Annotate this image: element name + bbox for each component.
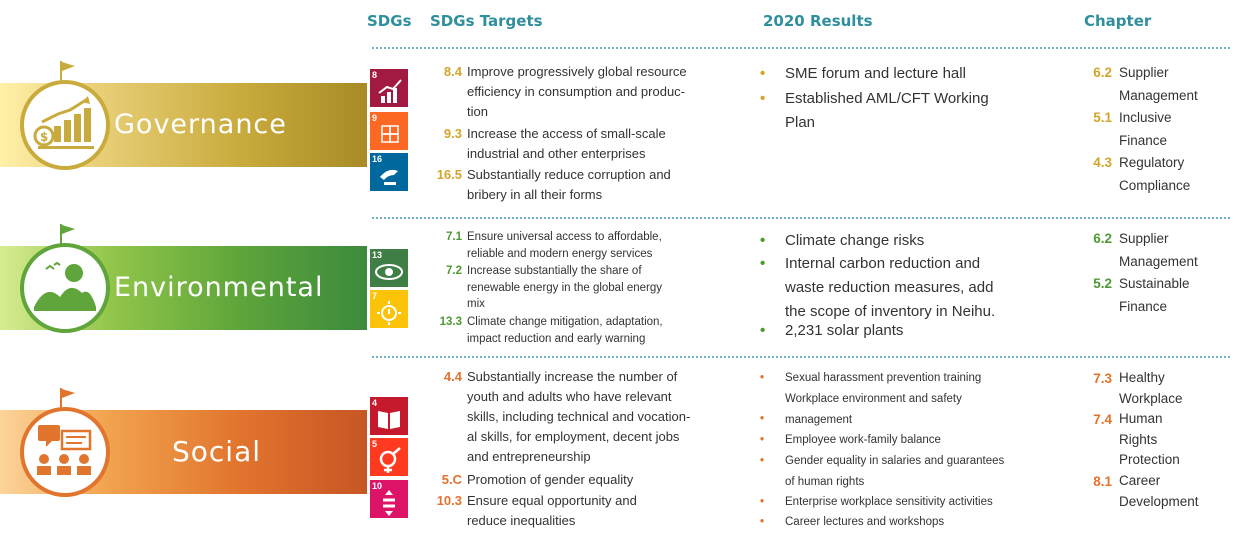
target-code: 7.2 bbox=[446, 265, 462, 277]
environmental-flag-icon bbox=[60, 224, 75, 246]
section-divider-social bbox=[372, 356, 1230, 358]
header-sdgs-targets: SDGs Targets bbox=[430, 12, 543, 30]
social-flag-icon bbox=[60, 388, 75, 410]
cubes-icon bbox=[381, 125, 399, 143]
governance-flag-icon bbox=[60, 61, 75, 83]
target-text: Climate change mitigation, adaptation, im… bbox=[467, 316, 663, 345]
sdg-icon-13: 13 bbox=[370, 249, 408, 287]
book-pencil-icon bbox=[378, 411, 400, 429]
equality-icon bbox=[383, 490, 395, 516]
sdg-icon-7: 7 bbox=[370, 290, 408, 328]
target-text: Increase substantially the share of renew… bbox=[467, 265, 662, 310]
target-code: 5.C bbox=[441, 472, 462, 487]
people-presentation-icon bbox=[37, 425, 92, 475]
header-divider bbox=[372, 47, 1230, 49]
target-text: Substantially reduce corruption and bribe… bbox=[467, 167, 671, 202]
target-text: Ensure universal access to affordable, re… bbox=[467, 231, 662, 260]
target-text: Improve progressively global resource eff… bbox=[467, 64, 687, 119]
header-2020-results: 2020 Results bbox=[763, 12, 873, 30]
growth-chart-icon bbox=[378, 79, 402, 103]
target-text: Substantially increase the number of yout… bbox=[467, 369, 691, 464]
sdg-icon-5: 5 bbox=[370, 438, 408, 476]
target-code: 9.3 bbox=[443, 126, 462, 141]
sdg-icon-16: 16 bbox=[370, 153, 408, 191]
gender-symbol-icon bbox=[379, 447, 401, 473]
governance-emblem: $ bbox=[20, 80, 110, 170]
sdg-icon-8: 8 bbox=[370, 69, 408, 107]
sdg-icon-4: 4 bbox=[370, 397, 408, 435]
environmental-emblem bbox=[20, 243, 110, 333]
target-code: 8.4 bbox=[443, 64, 462, 79]
landscape-icon bbox=[34, 261, 96, 311]
social-emblem bbox=[20, 407, 110, 497]
target-code: 16.5 bbox=[436, 167, 462, 182]
social-title: Social bbox=[172, 435, 262, 468]
header-chapter: Chapter bbox=[1084, 12, 1152, 30]
target-text: Increase the access of small-scale indust… bbox=[467, 126, 666, 161]
dove-gavel-icon bbox=[380, 169, 398, 185]
sun-power-icon bbox=[377, 301, 401, 325]
target-code: 10.3 bbox=[436, 493, 462, 508]
section-divider-environmental bbox=[372, 217, 1230, 219]
governance-title: Governance bbox=[114, 109, 287, 140]
environmental-title: Environmental bbox=[114, 272, 324, 303]
coin-bar-chart-icon: $ bbox=[33, 96, 94, 149]
svg-text:$: $ bbox=[40, 130, 48, 144]
target-code: 13.3 bbox=[439, 316, 462, 328]
sdg-icon-10: 10 bbox=[370, 480, 408, 518]
sdg-icon-9: 9 bbox=[370, 112, 408, 150]
target-code: 7.1 bbox=[446, 231, 462, 243]
target-text: Ensure equal opportunity and reduce inequ… bbox=[467, 493, 637, 528]
target-text: Promotion of gender equality bbox=[467, 472, 634, 487]
target-code: 4.4 bbox=[443, 369, 462, 384]
eye-globe-icon bbox=[375, 264, 403, 280]
header-sdgs: SDGs bbox=[367, 12, 412, 30]
